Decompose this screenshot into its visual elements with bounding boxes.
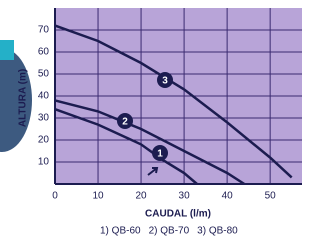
y-tick-label: 20 [38, 135, 50, 146]
curve-label: 2 [122, 117, 128, 128]
x-tick-label: 10 [92, 191, 104, 202]
y-tick-label: 50 [38, 69, 50, 80]
x-axis-title: CAUDAL (l/m) [145, 209, 211, 220]
y-tick-label: 60 [38, 47, 50, 58]
y-tick-label: 70 [38, 25, 50, 36]
y-tick-label: 30 [38, 113, 50, 124]
y-axis-title: ALTURA (m) [18, 69, 29, 127]
pump-image-detail [0, 40, 14, 60]
x-tick-label: 20 [136, 191, 148, 202]
curve-label: 3 [162, 76, 168, 87]
x-tick-label: 0 [52, 191, 58, 202]
x-tick-label: 30 [179, 191, 191, 202]
curve-label: 1 [157, 149, 163, 160]
y-tick-label: 10 [38, 157, 50, 168]
legend-entry: 3) QB-80 [197, 226, 238, 237]
y-tick-label: 40 [38, 91, 50, 102]
legend-entry: 2) QB-70 [149, 226, 190, 237]
x-tick-label: 50 [265, 191, 277, 202]
legend-entry: 1) QB-60 [100, 226, 141, 237]
chart: CAUDAL (l/m) ALTURA (m) 10 20 30 40 50 60 70 0 1… [0, 0, 302, 240]
x-tick-label: 40 [222, 191, 234, 202]
